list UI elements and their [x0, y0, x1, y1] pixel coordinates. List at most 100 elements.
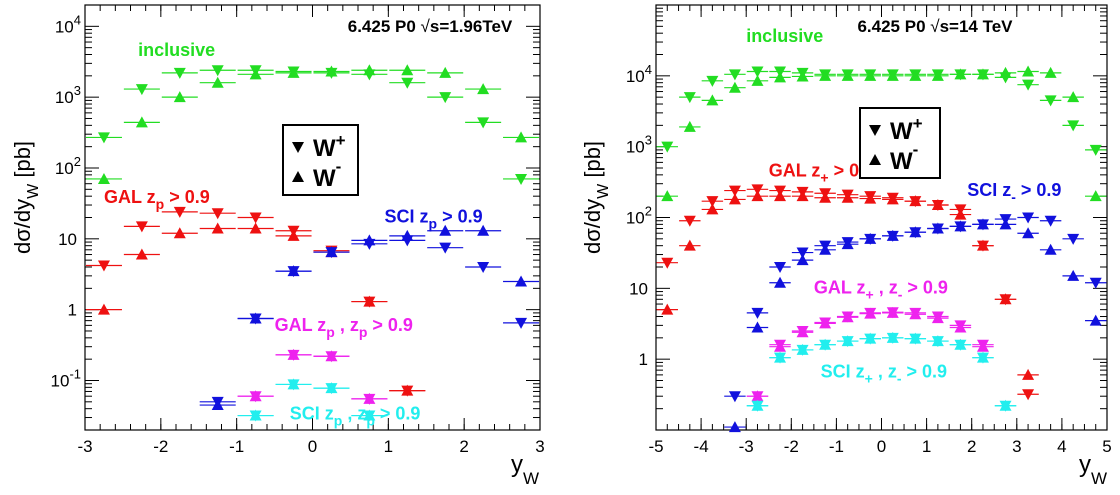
marker-up: [477, 224, 490, 236]
series-inclusive-wminus: [656, 65, 1107, 202]
series-label: SCI z- > 0.9: [967, 180, 1061, 205]
y-tick-label: 102: [626, 204, 652, 228]
legend-label: W-: [313, 157, 341, 192]
marker-up: [173, 227, 186, 239]
marker-up: [401, 229, 414, 241]
marker-up: [931, 335, 944, 347]
marker-up: [363, 234, 376, 246]
marker-up: [751, 399, 764, 411]
marker-up: [774, 340, 787, 352]
marker-up: [931, 312, 944, 324]
y-tick-label: 103: [55, 83, 81, 107]
marker-down: [796, 247, 809, 259]
series-sci-z--wminus: [724, 218, 1107, 433]
y-tick-label: 10: [58, 230, 77, 249]
legend-label: W+: [313, 131, 346, 162]
series-label: GAL z+ > 0.9: [769, 160, 874, 185]
marker-up: [1089, 190, 1102, 202]
legend: W+W-: [282, 124, 359, 196]
marker-up: [439, 66, 452, 78]
marker-up: [864, 307, 877, 319]
marker-up: [1022, 368, 1035, 380]
series-inclusive-wminus: [85, 64, 540, 184]
marker-up: [1022, 227, 1035, 239]
legend-marker-down: [869, 125, 881, 136]
y-tick-label: 104: [55, 12, 81, 36]
marker-up: [796, 343, 809, 355]
y-tick-label: 1: [639, 350, 648, 369]
marker-up: [211, 76, 224, 88]
marker-up: [287, 265, 300, 277]
marker-up: [841, 311, 854, 323]
marker-up: [774, 190, 787, 202]
marker-up: [909, 195, 922, 207]
series-gal-z-p-z-p-wminus: [237, 348, 388, 404]
marker-up: [477, 83, 490, 95]
chart-panel-2: -5 -4 -3 -2 -1 0 1 2 3 4 5 1 10 102 103 104 dσ/dyW [pb] y…: [580, 4, 1112, 488]
series-label: SCI z+ , z- > 0.9: [821, 362, 947, 387]
y-tick-label: 104: [626, 62, 652, 86]
marker-down: [683, 215, 696, 227]
marker-up: [954, 220, 967, 232]
marker-down: [728, 185, 741, 197]
series-label: inclusive: [746, 26, 823, 46]
marker-down: [401, 77, 414, 89]
x-tick-label: -5: [648, 437, 663, 456]
marker-up: [728, 81, 741, 93]
marker-up: [841, 191, 854, 203]
marker-down: [515, 317, 528, 329]
marker-up: [1044, 66, 1057, 78]
y-tick-label: 103: [626, 133, 652, 157]
marker-down: [751, 307, 764, 319]
marker-down: [477, 262, 490, 274]
y-axis-title: dσ/dyW [pb]: [580, 141, 612, 254]
marker-down: [1089, 277, 1102, 289]
marker-up: [954, 321, 967, 333]
x-tick-label: 4: [1057, 437, 1066, 456]
marker-down: [751, 66, 764, 78]
marker-down: [515, 173, 528, 185]
series-sci-z-z--wminus: [746, 331, 1017, 411]
series-sci-z-p-z-p-wminus: [237, 378, 388, 421]
marker-up: [841, 69, 854, 81]
marker-up: [751, 190, 764, 202]
series-label: GAL zp > 0.9: [104, 187, 210, 212]
marker-down: [1022, 389, 1035, 401]
marker-up: [976, 351, 989, 363]
marker-up: [976, 68, 989, 80]
marker-up: [728, 193, 741, 205]
marker-down: [1022, 212, 1035, 224]
marker-up: [886, 331, 899, 343]
chart-panel-1: -3 -2 -1 0 1 2 3 10-1 1 10 102 103 104 dσ/dyW [pb] yW 6…: [10, 4, 545, 488]
marker-up: [976, 239, 989, 251]
marker-up: [819, 69, 832, 81]
marker-down: [249, 212, 262, 224]
x-tick-label: 5: [1102, 437, 1111, 456]
series-gal-z-p-wminus: [85, 222, 388, 315]
marker-down: [477, 117, 490, 129]
marker-up: [796, 190, 809, 202]
legend-box: [282, 124, 359, 196]
marker-up: [515, 131, 528, 143]
x-tick-label: 2: [967, 437, 976, 456]
marker-up: [976, 218, 989, 230]
marker-up: [287, 229, 300, 241]
marker-down: [728, 391, 741, 403]
x-axis-title: yW: [1079, 451, 1107, 488]
marker-up: [683, 120, 696, 132]
x-tick-label: 1: [922, 437, 931, 456]
series-gal-z-z--wminus: [746, 306, 994, 402]
marker-up: [97, 172, 110, 184]
legend-label: W-: [890, 140, 918, 175]
marker-up: [287, 378, 300, 390]
marker-up: [401, 384, 414, 396]
series-label: SCI zp > 0.9: [385, 206, 483, 231]
series-gal-z--wminus: [656, 190, 1039, 380]
x-tick-label: 1: [384, 437, 393, 456]
marker-up: [886, 229, 899, 241]
marker-down: [439, 242, 452, 254]
marker-up: [249, 390, 262, 402]
marker-up: [325, 65, 338, 77]
marker-down: [1089, 144, 1102, 156]
